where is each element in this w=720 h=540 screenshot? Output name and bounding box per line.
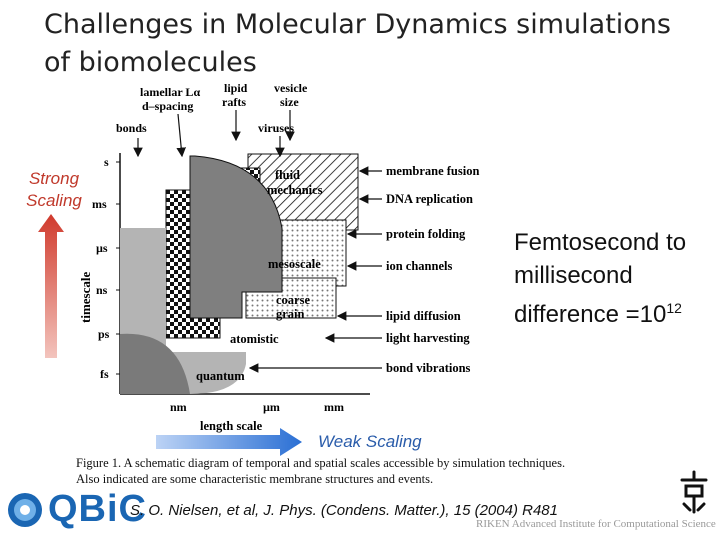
label-fluid: fluid [275, 168, 300, 182]
y-ticks: s ms µs ns ps fs [92, 155, 110, 381]
strong-scaling-arrow [38, 214, 64, 358]
y-tick-us: µs [96, 241, 108, 255]
x-axis-label: length scale [200, 419, 263, 433]
top-labels: lamellar Lα d–spacing lipid rafts vesicl… [116, 81, 308, 135]
top-label-vesicle: vesicle [274, 81, 308, 95]
right-labels: membrane fusion DNA replication protein … [386, 164, 479, 375]
region-quantum [120, 333, 190, 394]
qbic-logo-icon [8, 493, 42, 527]
x-ticks: nm µm mm [170, 400, 344, 414]
right-arrows [248, 166, 382, 373]
slide-title: Challenges in Molecular Dynamics simulat… [44, 9, 671, 78]
top-label-bonds: bonds [116, 121, 147, 135]
label-mechanics: mechanics [267, 183, 323, 197]
riken-label: RIKEN Advanced Institute for Computation… [476, 518, 716, 530]
right-label-membrane-fusion: membrane fusion [386, 164, 479, 178]
y-axis-label: timescale [78, 272, 93, 323]
right-label-dna-replication: DNA replication [386, 192, 473, 206]
femtosecond-exponent: 12 [666, 300, 682, 316]
region-mesoscale-grey [189, 155, 283, 319]
top-arrows [133, 110, 295, 158]
citation: S. O. Nielsen, et al, J. Phys. (Condens.… [130, 502, 558, 519]
y-tick-ns: ns [96, 283, 108, 297]
top-label-lipid: lipid [224, 81, 248, 95]
x-tick-mm: mm [324, 400, 344, 414]
y-tick-s: s [104, 155, 109, 169]
label-atomistic: atomistic [230, 332, 279, 346]
label-coarse: coarse [276, 293, 310, 307]
femtosecond-text: Femtosecond to millisecond difference =1… [514, 229, 687, 328]
y-tick-fs: fs [100, 367, 109, 381]
femtosecond-note: Femtosecond to millisecond difference =1… [514, 226, 719, 331]
right-label-lipid-diffusion: lipid diffusion [386, 309, 461, 323]
top-label-lamellar: lamellar Lα [140, 85, 200, 99]
label-grain: grain [276, 307, 305, 321]
top-label-rafts: rafts [222, 95, 246, 109]
label-quantum: quantum [196, 369, 245, 383]
caption-line-2: Also indicated are some characteristic m… [76, 472, 434, 486]
weak-scaling-label: Weak Scaling [318, 432, 422, 451]
right-label-ion-channels: ion channels [386, 259, 452, 273]
caption-line-1: Figure 1. A schematic diagram of tempora… [76, 456, 566, 470]
x-tick-nm: nm [170, 400, 187, 414]
k-computer-logo-icon [680, 470, 708, 514]
label-mesoscale: mesoscale [268, 257, 321, 271]
right-label-protein-folding: protein folding [386, 227, 466, 241]
top-label-size: size [280, 95, 299, 109]
y-tick-ps: ps [98, 327, 110, 341]
y-tick-ms: ms [92, 197, 107, 211]
right-label-bond-vibrations: bond vibrations [386, 361, 471, 375]
top-label-viruses: viruses [258, 121, 294, 135]
top-label-dspacing: d–spacing [142, 99, 193, 113]
y-tick-marks [116, 161, 120, 375]
figure-caption: Figure 1. A schematic diagram of tempora… [76, 455, 636, 487]
right-label-light-harvesting: light harvesting [386, 331, 470, 345]
weak-scaling-arrow [156, 428, 302, 456]
strong-scaling-label: Strong Scaling [26, 169, 82, 210]
x-tick-um: µm [263, 400, 280, 414]
timescale-figure: fluid mechanics mesoscale coarse grain a… [78, 81, 479, 433]
qbic-logo-text: QBiC [48, 488, 147, 530]
